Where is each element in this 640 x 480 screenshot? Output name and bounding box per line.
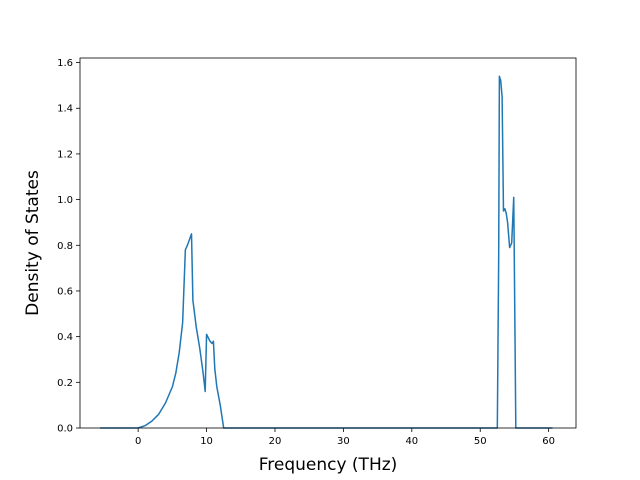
x-tick-label: 50 xyxy=(474,436,487,447)
x-tick-label: 60 xyxy=(542,436,555,447)
plot-area xyxy=(80,58,576,428)
x-tick-label: 10 xyxy=(200,436,213,447)
x-tick-label: 20 xyxy=(269,436,282,447)
y-tick-label: 1.0 xyxy=(57,195,73,206)
y-tick-label: 0.4 xyxy=(57,332,73,343)
x-tick-label: 0 xyxy=(135,436,141,447)
x-axis-label: Frequency (THz) xyxy=(259,455,398,475)
y-tick-label: 0.0 xyxy=(57,424,73,435)
dos-series-line xyxy=(99,75,553,429)
y-tick-label: 1.2 xyxy=(57,149,73,160)
y-tick-label: 1.4 xyxy=(57,104,73,115)
y-tick-label: 1.6 xyxy=(57,58,73,69)
x-tick-label: 30 xyxy=(337,436,350,447)
x-tick-label: 40 xyxy=(405,436,418,447)
y-tick-label: 0.8 xyxy=(57,241,73,252)
plot-frame xyxy=(79,57,577,429)
y-axis-label: Density of States xyxy=(23,170,43,316)
y-tick-label: 0.6 xyxy=(57,286,73,297)
y-tick-label: 0.2 xyxy=(57,378,73,389)
